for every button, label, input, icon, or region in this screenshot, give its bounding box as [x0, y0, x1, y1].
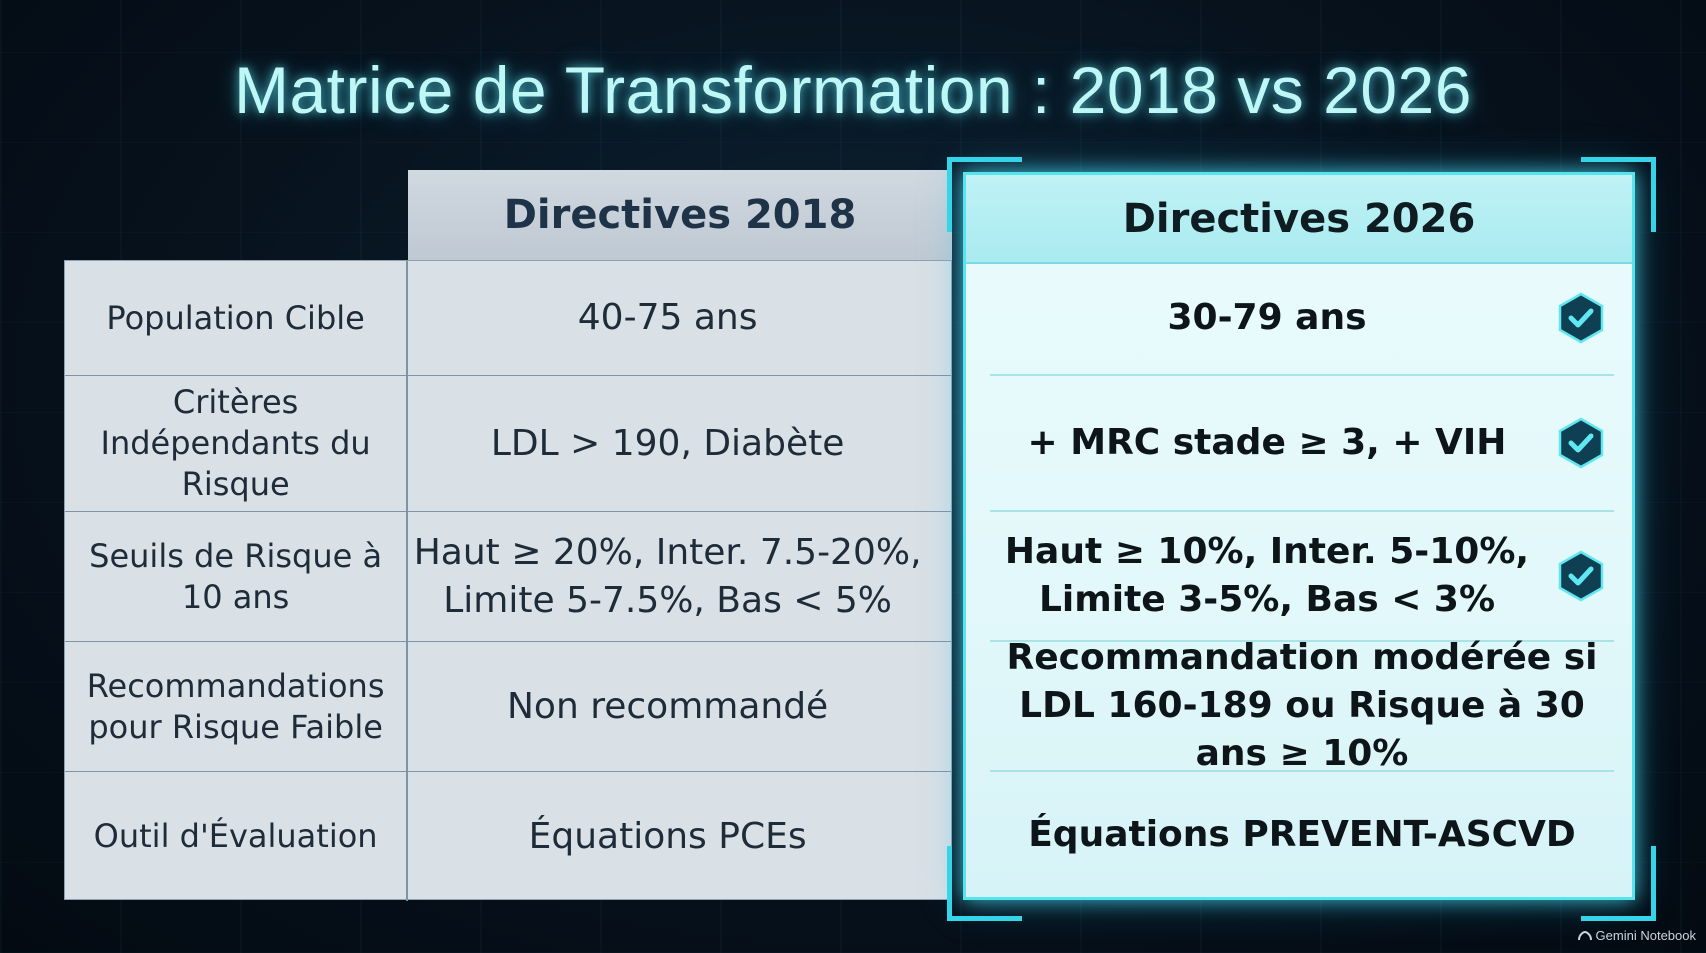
table-row: Critères Indépendants du Risque LDL > 19… [65, 375, 951, 511]
cell-2026-text: + MRC stade ≥ 3, + VIH [1027, 422, 1507, 463]
cell-2026: + MRC stade ≥ 3, + VIH [990, 376, 1614, 512]
shield-check-icon [1558, 292, 1604, 344]
highlight-bracket-top-left [947, 157, 1022, 232]
cell-2026: Haut ≥ 10%, Inter. 5-10%, Limite 3-5%, B… [990, 512, 1614, 642]
column-header-2026: Directives 2026 [966, 175, 1632, 264]
cell-2026: 30-79 ans [990, 262, 1614, 376]
table-body-2018: Population Cible 40-75 ans Critères Indé… [64, 260, 952, 901]
table-row: Outil d'Évaluation Équations PCEs [65, 771, 951, 901]
shield-check-icon [1558, 550, 1604, 602]
cell-2026: Recommandation modérée si LDL 160-189 ou… [990, 637, 1614, 774]
cell-2026-text: Recommandation modérée si LDL 160-189 ou… [1006, 637, 1598, 774]
cell-2026: Équations PREVENT-ASCVD [990, 772, 1614, 897]
table-row: Recommandations pour Risque Faible Non r… [65, 641, 951, 771]
table-row: Seuils de Risque à 10 ans Haut ≥ 20%, In… [65, 511, 951, 641]
cell-2018: Équations PCEs [528, 815, 807, 857]
table-row: Population Cible 40-75 ans [65, 261, 951, 375]
highlight-bracket-top-right [1581, 157, 1656, 232]
cell-2018: Non recommandé [507, 685, 829, 727]
watermark: Gemini Notebook [1577, 928, 1696, 943]
row-label: Population Cible [65, 261, 409, 375]
panel-2026: Directives 2026 30-79 ans + MRC stade ≥ … [963, 172, 1635, 900]
cell-2018: 40-75 ans [577, 297, 758, 338]
row-label: Seuils de Risque à 10 ans [65, 512, 409, 641]
row-label: Outil d'Évaluation [65, 772, 409, 901]
cell-2018: Haut ≥ 20%, Inter. 7.5-20%, Limite 5-7.5… [413, 531, 922, 621]
cell-2026-text: Équations PREVENT-ASCVD [1028, 813, 1576, 855]
highlight-bracket-bottom-right [1581, 846, 1656, 921]
table-2018: Directives 2018 Population Cible 40-75 a… [64, 170, 952, 901]
page-title: Matrice de Transformation : 2018 vs 2026 [234, 53, 1472, 127]
row-label: Critères Indépendants du Risque [65, 376, 409, 511]
highlight-bracket-bottom-left [947, 846, 1022, 921]
cell-2026-text: 30-79 ans [1167, 297, 1367, 338]
row-label: Recommandations pour Risque Faible [65, 642, 409, 771]
shield-check-icon [1558, 417, 1604, 469]
column-header-2018: Directives 2018 [408, 170, 952, 260]
watermark-text: Gemini Notebook [1595, 928, 1696, 943]
gemini-logo-icon [1577, 930, 1592, 940]
cell-2026-text: Haut ≥ 10%, Inter. 5-10%, Limite 3-5%, B… [1004, 531, 1530, 620]
cell-2018: LDL > 190, Diabète [490, 422, 845, 464]
